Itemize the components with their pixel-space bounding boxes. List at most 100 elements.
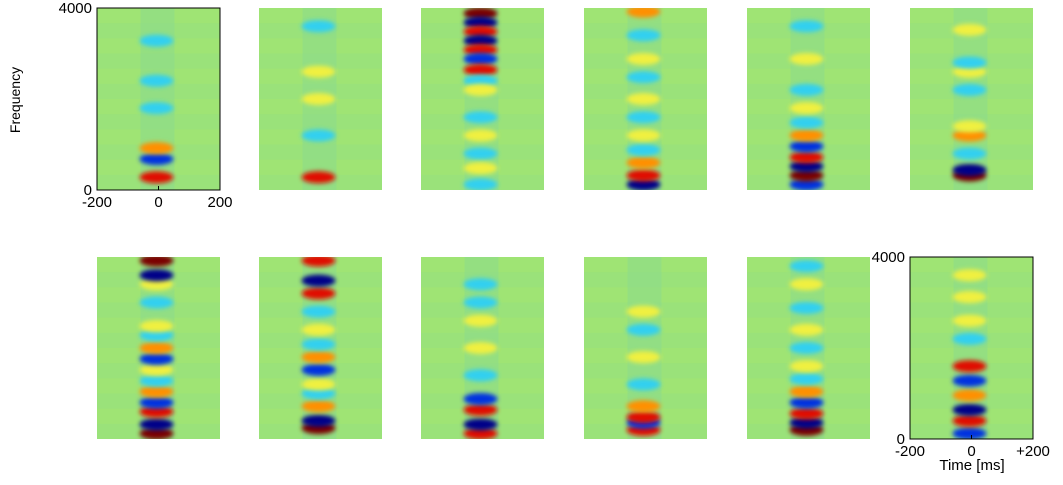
blob [464,342,498,354]
blob [302,306,336,318]
panel [910,8,1033,190]
blob [627,29,661,41]
blob [464,278,498,290]
blob [140,255,174,267]
blob [790,360,824,372]
blob [464,179,498,191]
panel-image [910,8,1033,190]
blob [302,364,336,376]
panel [97,255,220,440]
blob [464,162,498,174]
panel-image [97,255,220,440]
blob [627,71,661,83]
blob [627,53,661,65]
panel [259,8,382,190]
panel [747,257,870,439]
blob [790,342,824,354]
blob [302,324,336,336]
blob [464,84,498,96]
blob [302,20,336,32]
blob [140,397,174,409]
panel-image [747,8,870,191]
blob [140,353,174,365]
blob [140,171,174,183]
blob [464,53,498,65]
blob [627,157,661,169]
blob [464,129,498,141]
blob [790,397,824,409]
panel-image [97,8,220,190]
panel [584,257,707,439]
blob [790,408,824,420]
panel [584,6,707,191]
y-tick-label: 0 [84,182,92,199]
blob [464,404,498,416]
blob [790,151,824,163]
blob [953,148,987,160]
blob [302,275,336,287]
blob [464,393,498,405]
blob [790,20,824,32]
blob [627,111,661,123]
blob [627,378,661,390]
y-tick-label: 0 [897,431,905,448]
blob [953,57,987,69]
blob [790,129,824,141]
blob [302,378,336,390]
panel [910,257,1033,440]
blob [140,342,174,354]
blob [790,102,824,114]
blob [302,66,336,78]
blob [140,418,174,430]
blob [790,278,824,290]
blob [464,315,498,327]
x-tick-label: 0 [967,443,975,460]
x-tick-label: 200 [207,194,232,211]
panel [421,7,544,190]
panel-image [259,255,382,439]
blob [790,117,824,129]
y-tick-label: 4000 [59,0,92,17]
blob [953,360,987,372]
blob [953,164,987,176]
blob [302,338,336,350]
blob [790,84,824,96]
blob [790,373,824,385]
panel-image [747,257,870,439]
blob [790,53,824,65]
blob [790,260,824,272]
blob [627,144,661,156]
blob [140,75,174,87]
blob [627,351,661,363]
blob [140,269,174,281]
blob [627,169,661,181]
blob [627,324,661,336]
panel-image [584,257,707,439]
blob [953,24,987,36]
blob [464,297,498,309]
blob [790,386,824,398]
y-axis-label: Frequency [7,67,23,133]
figure: Frequency Time [ms] -200020004000-2000+2… [0,0,1063,480]
blob [140,364,174,376]
blob [302,287,336,299]
blob [464,64,498,76]
blob [627,129,661,141]
blob [464,418,498,430]
blob [140,386,174,398]
blob [627,411,661,423]
blob [302,171,336,183]
blob [464,148,498,160]
blob [140,102,174,114]
blob [627,6,661,18]
panel-image [421,7,544,190]
panel [259,255,382,439]
blob [302,351,336,363]
panel-image [584,6,707,191]
blob [953,415,987,427]
panel [97,8,220,190]
blob [140,297,174,309]
blob [953,84,987,96]
panel-image [910,257,1033,440]
blob [953,428,987,440]
